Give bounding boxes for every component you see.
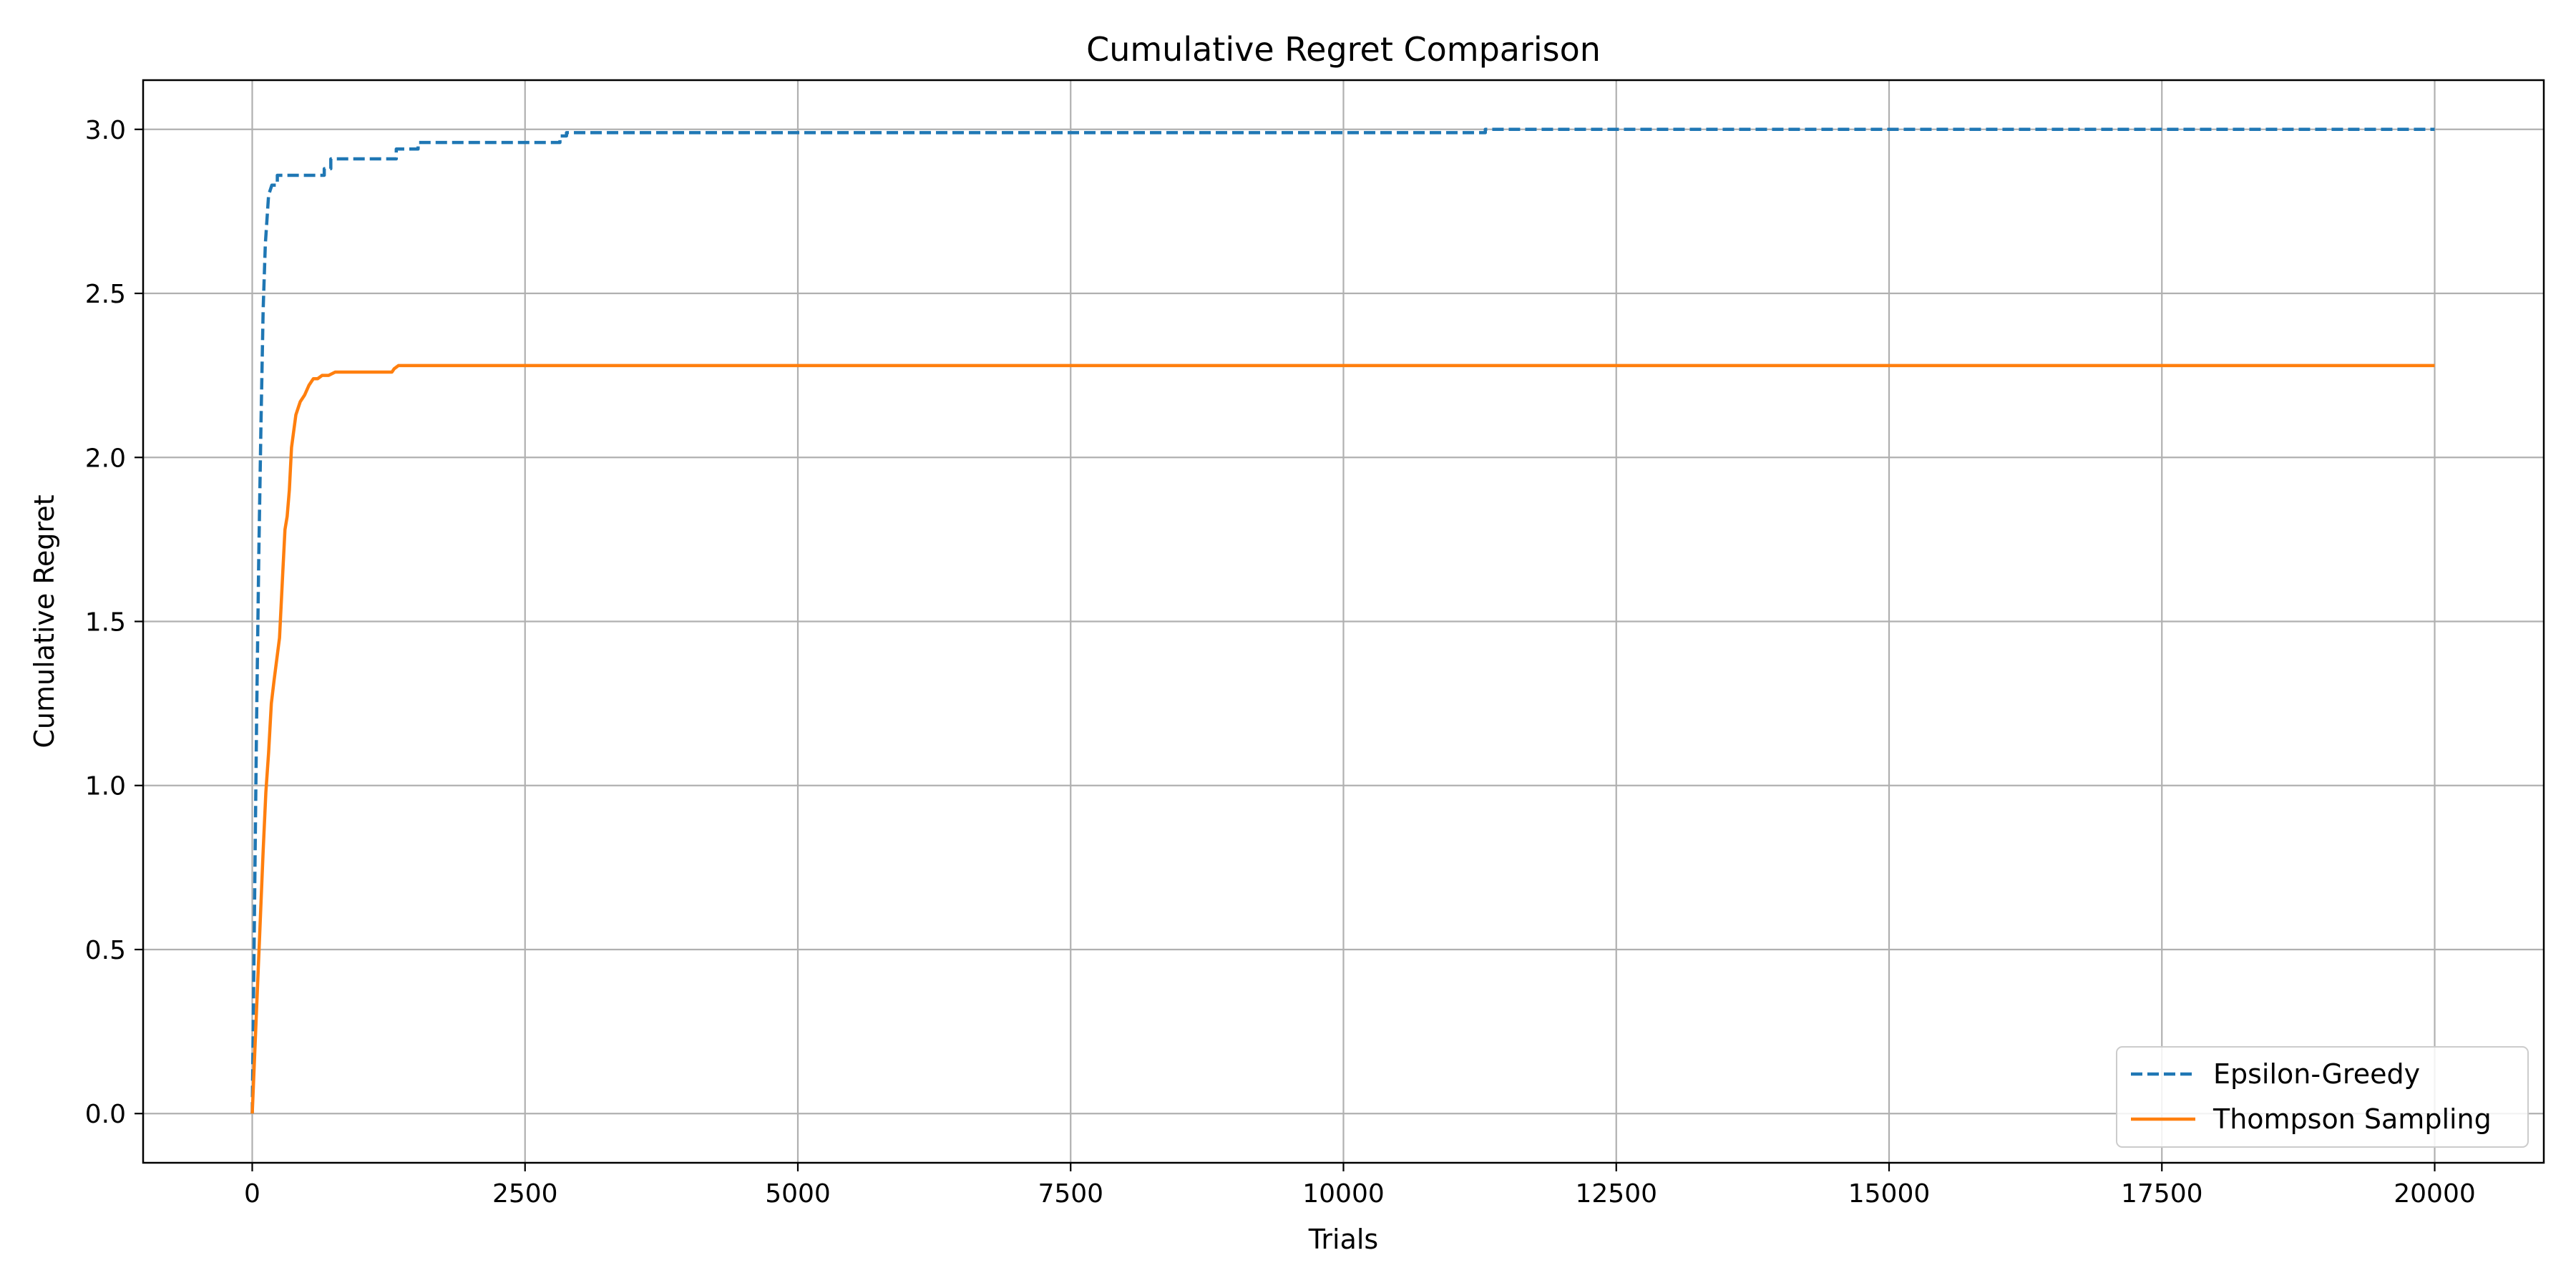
x-tick-label: 0 <box>244 1179 260 1209</box>
legend-box <box>2116 1046 2529 1148</box>
x-tick-label: 17500 <box>2121 1179 2203 1209</box>
x-tick-label: 10000 <box>1302 1179 1385 1209</box>
x-tick-label: 7500 <box>1038 1179 1103 1209</box>
x-tick-label: 20000 <box>2394 1179 2476 1209</box>
y-axis-title: Cumulative Regret <box>29 494 60 748</box>
chart-title: Cumulative Regret Comparison <box>1086 30 1601 69</box>
y-tick-label: 2.5 <box>85 280 126 309</box>
x-axis-title: Trials <box>1308 1224 1378 1255</box>
y-tick-label: 3.0 <box>85 116 126 145</box>
tick-layer: 0 2500 5000 7500 10000 12500 15000 17500 20000 0.… <box>85 116 2476 1209</box>
legend: Epsilon-Greedy Thompson Sampling <box>2116 1046 2529 1148</box>
legend-label: Thompson Sampling <box>2212 1103 2492 1135</box>
x-tick-label: 2500 <box>492 1179 558 1209</box>
x-tick-label: 12500 <box>1575 1179 1657 1209</box>
y-tick-label: 0.5 <box>85 936 126 965</box>
y-tick-label: 2.0 <box>85 444 126 473</box>
series-line-thompson-sampling <box>250 364 2435 1114</box>
legend-label: Epsilon-Greedy <box>2213 1058 2420 1090</box>
series-layer <box>250 127 2435 1114</box>
series-line-epsilon-greedy <box>250 127 2435 1114</box>
x-tick-label: 5000 <box>765 1179 831 1209</box>
y-tick-label: 1.5 <box>85 608 126 638</box>
y-tick-label: 1.0 <box>85 772 126 801</box>
y-tick-label: 0.0 <box>85 1100 126 1129</box>
x-tick-label: 15000 <box>1848 1179 1931 1209</box>
